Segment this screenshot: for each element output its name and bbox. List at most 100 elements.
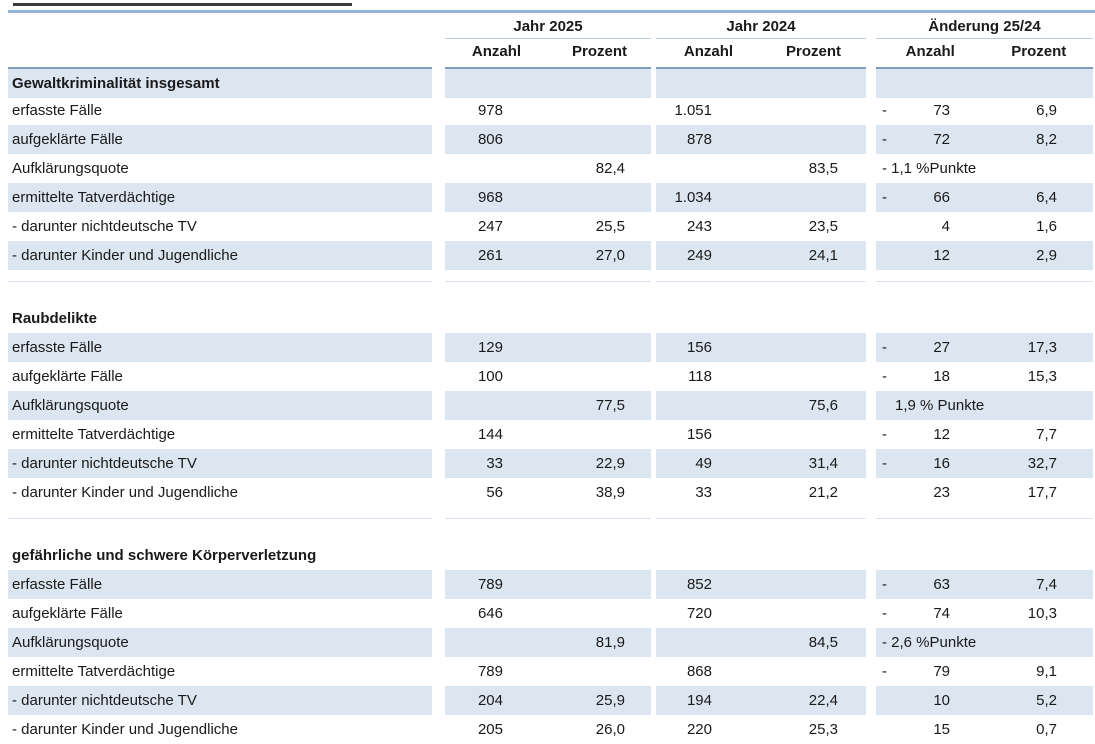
sub-header-anzahl: Anzahl — [905, 43, 955, 60]
table-row: - darunter nichtdeutsche TV 33 22,9 49 31,4-… — [8, 449, 1095, 478]
table-row: - darunter Kinder und Jugendliche 56 38,9 3… — [8, 478, 1095, 507]
column-gap — [432, 362, 445, 391]
value-2024-anzahl: 852 — [656, 570, 718, 599]
table-row: Aufklärungsquote 81,9 84,5 - 2,6 %Punkte — [8, 628, 1095, 657]
value-2025-anzahl: 261 — [445, 241, 508, 270]
group-header-jahr-2025: Jahr 2025 — [445, 15, 651, 39]
value-change-sign: - — [882, 576, 887, 593]
value-change-merged: - 2,6 %Punkte — [876, 628, 1093, 657]
row-label: - darunter nichtdeutsche TV — [8, 449, 432, 478]
column-gap — [866, 686, 876, 715]
value-2024-anzahl — [656, 154, 718, 183]
value-2024-anzahl: 1.051 — [674, 102, 712, 119]
label-column-spacer — [8, 15, 445, 39]
value-2024-anzahl: 868 — [686, 663, 712, 680]
gap-line-change — [876, 507, 1093, 519]
column-gap — [866, 449, 876, 478]
table-top-rule — [8, 10, 1095, 13]
block-2024-empty — [656, 304, 866, 333]
value-2024-prozent: 22,4 — [718, 686, 866, 715]
value-2025-anzahl: 56 — [486, 484, 503, 501]
column-gap — [866, 15, 876, 39]
row-label: erfasste Fälle — [12, 102, 103, 119]
block-change-empty — [876, 67, 1093, 98]
value-2025-anzahl: 978 — [477, 102, 503, 119]
table-row: Aufklärungsquote 82,4 83,5 - 1,1 %Punkte — [8, 154, 1095, 183]
value-2025-prozent — [508, 420, 651, 449]
value-2025-anzahl: 100 — [477, 368, 503, 385]
value-2024-prozent — [718, 125, 866, 154]
section-title: Raubdelikte — [12, 310, 98, 327]
gap-line-2025 — [445, 507, 651, 519]
column-gap — [866, 154, 876, 183]
value-2024-prozent: 83,5 — [808, 160, 838, 177]
value-2025-anzahl — [445, 154, 508, 183]
row-label: Aufklärungsquote — [8, 391, 432, 420]
sub-header-2024: Anzahl Prozent — [656, 39, 866, 64]
column-gap — [866, 362, 876, 391]
value-2024-anzahl: 243 — [686, 218, 712, 235]
table-row: - darunter Kinder und Jugendliche 261 27,0… — [8, 241, 1095, 270]
table-row: Aufklärungsquote 77,5 75,6 1,9 % Punkte — [8, 391, 1095, 420]
column-gap — [866, 241, 876, 270]
value-change-anzahl: 23 — [876, 478, 955, 507]
column-gap — [432, 183, 445, 212]
column-gap — [866, 507, 876, 519]
value-change-number: 12 — [933, 247, 950, 264]
value-change-anzahl: - 66 — [876, 183, 955, 212]
value-2024-anzahl: 118 — [688, 368, 712, 385]
value-change-sign: - — [882, 426, 887, 443]
value-2025-prozent — [508, 183, 651, 212]
value-2025-prozent: 82,4 — [595, 160, 625, 177]
row-label: aufgeklärte Fälle — [8, 125, 432, 154]
value-2025-prozent: 81,9 — [508, 628, 651, 657]
block-2024-empty — [656, 67, 866, 98]
value-change-sign: - — [882, 339, 887, 356]
row-label: erfasste Fälle — [8, 570, 432, 599]
value-2024-prozent — [718, 420, 866, 449]
value-change-sign: - — [882, 663, 887, 680]
section-gap — [8, 270, 1095, 282]
block-2025-empty — [445, 304, 651, 333]
row-label: aufgeklärte Fälle — [12, 368, 123, 385]
column-gap — [866, 183, 876, 212]
value-change-anzahl: - 18 — [876, 362, 955, 391]
value-2024-anzahl: 249 — [656, 241, 718, 270]
column-gap — [866, 212, 876, 241]
sub-header-prozent: Prozent — [571, 43, 627, 60]
value-2025-anzahl: 806 — [445, 125, 508, 154]
row-label: Aufklärungsquote — [8, 628, 432, 657]
value-change-prozent: 5,2 — [955, 686, 1093, 715]
column-gap — [432, 420, 445, 449]
value-2024-prozent: 75,6 — [718, 391, 866, 420]
gap-line-2024 — [656, 507, 866, 519]
sub-header-aenderung: Anzahl Prozent — [876, 39, 1093, 64]
value-2024-anzahl: 49 — [656, 449, 718, 478]
value-2025-prozent: 25,5 — [595, 218, 625, 235]
value-2025-anzahl: 144 — [477, 426, 503, 443]
column-gap — [432, 686, 445, 715]
value-2025-anzahl: 33 — [445, 449, 508, 478]
row-label: - darunter Kinder und Jugendliche — [12, 484, 238, 501]
table-row: erfasste Fälle 789 852 - 63 7,4 — [8, 570, 1095, 599]
table-row: erfasste Fälle 978 1.051 - 73 6,9 — [8, 96, 1095, 125]
value-2024-prozent — [718, 96, 866, 125]
block-change-empty — [876, 541, 1093, 570]
column-gap — [432, 96, 445, 125]
column-gap — [866, 39, 876, 64]
label-column-spacer — [8, 39, 445, 64]
block-2024-empty — [656, 541, 866, 570]
sub-header-anzahl: Anzahl — [471, 43, 522, 60]
value-change-anzahl: - 27 — [876, 333, 955, 362]
gap-line-change — [876, 270, 1093, 282]
value-2025-prozent — [508, 657, 651, 686]
value-2024-anzahl: 33 — [695, 484, 712, 501]
row-label: ermittelte Tatverdächtige — [8, 183, 432, 212]
column-gap — [866, 304, 876, 333]
column-gap — [432, 570, 445, 599]
value-change-prozent: 6,9 — [1036, 102, 1057, 119]
value-change-anzahl: - 12 — [876, 420, 955, 449]
column-gap — [432, 304, 445, 333]
value-change-prozent: 6,4 — [955, 183, 1093, 212]
value-change-number: 12 — [933, 426, 950, 443]
